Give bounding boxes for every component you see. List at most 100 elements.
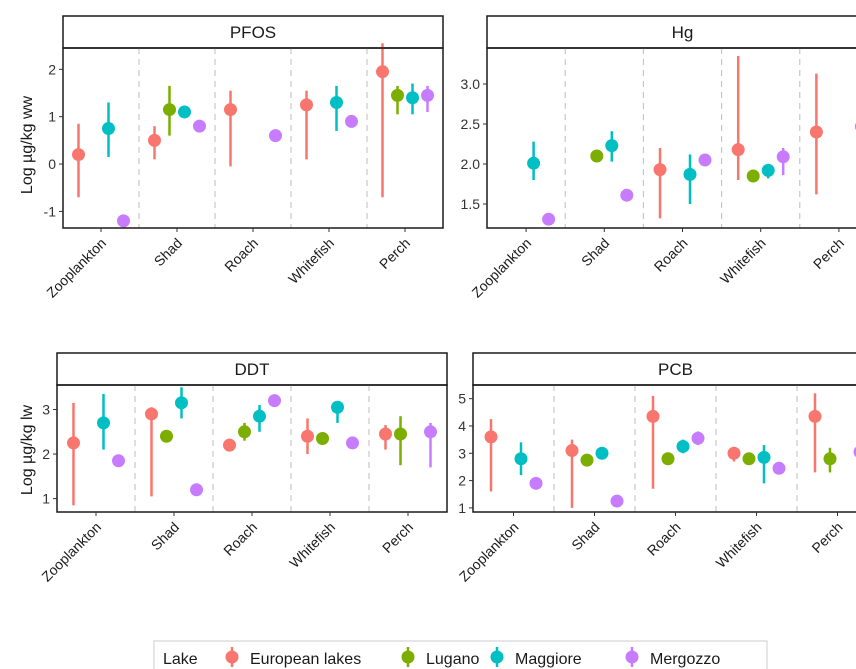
data-point-mergozzo-roach	[269, 129, 282, 143]
point-marker	[698, 153, 712, 167]
data-point-maggiore-perch	[406, 83, 419, 115]
y-tick-label: 3	[458, 445, 466, 461]
data-point-lugano-shad	[580, 453, 594, 467]
point-marker	[163, 103, 176, 117]
data-point-european-lakes-roach	[223, 438, 236, 452]
y-tick-label: 2	[458, 473, 466, 489]
point-marker	[379, 427, 392, 441]
point-marker	[731, 143, 745, 157]
point-marker	[772, 461, 786, 475]
panel-strip-hg	[486, 15, 856, 49]
point-marker	[175, 396, 188, 410]
panel-strip-pfos	[62, 15, 444, 49]
data-point-maggiore-whitefish	[757, 445, 771, 484]
point-marker	[529, 476, 543, 490]
y-tick-label: -1	[44, 203, 57, 219]
data-point-lugano-perch	[823, 447, 837, 473]
x-tick-label-roach: Roach	[221, 235, 261, 275]
point-marker	[97, 416, 110, 430]
legend-box	[153, 640, 768, 669]
point-marker	[112, 454, 125, 468]
data-point-mergozzo-shad	[193, 119, 206, 133]
point-marker	[301, 429, 314, 443]
y-tick-label: 2	[48, 61, 56, 77]
point-marker	[746, 169, 760, 183]
data-point-european-lakes-perch	[376, 43, 389, 198]
data-point-european-lakes-whitefish	[301, 418, 314, 455]
y-tick-label: 1	[48, 109, 56, 125]
point-marker	[224, 103, 237, 117]
x-tick-label-zooplankton: Zooplankton	[43, 235, 109, 301]
panel-ddt: DDT 1 2 3 Zooplankton Shad Roach Whitefish Perch	[38, 352, 448, 585]
data-point-lugano-perch	[394, 416, 407, 466]
point-marker	[809, 125, 823, 139]
panel-title-hg: Hg	[672, 23, 694, 42]
y-tick-label: 0	[48, 156, 56, 172]
x-tick-label-shad: Shad	[578, 235, 612, 269]
point-marker	[376, 65, 389, 79]
data-point-mergozzo-shad	[620, 188, 634, 202]
data-point-mergozzo-zooplankton	[117, 214, 130, 228]
data-point-mergozzo-whitefish	[776, 148, 790, 176]
legend-label: Maggiore	[515, 651, 582, 668]
x-tick-label-roach: Roach	[651, 235, 691, 275]
panels: PFOS -1 0 1 2 Zooplankton Shad Roach Whitefish Pe…	[38, 15, 856, 585]
data-point-lugano-roach	[661, 452, 675, 466]
data-point-maggiore-zooplankton	[514, 442, 528, 476]
data-point-european-lakes-perch	[808, 393, 822, 473]
point-marker	[590, 149, 604, 163]
point-marker	[102, 122, 115, 136]
point-marker	[345, 114, 358, 128]
legend-entry-lugano: Lugano	[401, 647, 479, 668]
x-tick-label-whitefish: Whitefish	[713, 519, 765, 571]
point-marker	[683, 167, 697, 181]
data-point-mergozzo-zooplankton	[542, 212, 556, 226]
data-point-european-lakes-whitefish	[727, 446, 741, 462]
data-point-mergozzo-whitefish	[345, 114, 358, 128]
point-marker	[484, 430, 498, 444]
point-marker	[757, 450, 771, 464]
data-point-maggiore-roach	[253, 405, 266, 432]
legend: Lake European lakes Lugano Maggiore Mergozzo	[153, 640, 768, 669]
point-marker	[808, 409, 822, 423]
data-point-european-lakes-zooplankton	[484, 419, 498, 492]
point-marker	[406, 91, 419, 105]
x-tick-label-perch: Perch	[810, 235, 847, 272]
data-point-lugano-shad	[163, 85, 176, 136]
data-point-european-lakes-roach	[646, 395, 660, 489]
point-marker	[661, 452, 675, 466]
y-tick-label: 1	[42, 491, 50, 507]
point-marker	[646, 409, 660, 423]
point-marker	[527, 156, 541, 170]
point-marker	[193, 119, 206, 133]
data-point-lugano-shad	[590, 149, 604, 163]
legend-key-point	[401, 650, 415, 664]
x-tick-label-perch: Perch	[379, 519, 416, 556]
point-marker	[394, 427, 407, 441]
point-marker	[595, 446, 609, 460]
legend-label: European lakes	[250, 651, 361, 668]
data-point-mergozzo-perch	[424, 422, 437, 468]
data-point-maggiore-shad	[175, 387, 188, 419]
point-marker	[346, 436, 359, 450]
y-tick-label: 2.5	[461, 116, 481, 132]
data-point-maggiore-whitefish	[330, 85, 343, 131]
data-point-lugano-whitefish	[742, 452, 756, 466]
data-point-european-lakes-roach	[224, 90, 237, 167]
legend-key-point	[225, 650, 239, 664]
data-point-european-lakes-shad	[565, 439, 579, 508]
legend-entry-mergozzo: Mergozzo	[625, 647, 720, 668]
data-point-european-lakes-perch	[379, 425, 392, 450]
point-marker	[330, 95, 343, 109]
legend-key-point	[490, 650, 504, 664]
data-point-mergozzo-shad	[610, 494, 624, 508]
x-tick-label-perch: Perch	[376, 235, 413, 272]
point-marker	[391, 88, 404, 102]
data-point-maggiore-shad	[605, 131, 619, 162]
data-point-mergozzo-whitefish	[346, 436, 359, 450]
point-marker	[424, 425, 437, 439]
legend-key-point	[625, 650, 639, 664]
x-tick-label-zooplankton: Zooplankton	[456, 519, 522, 585]
point-marker	[610, 494, 624, 508]
